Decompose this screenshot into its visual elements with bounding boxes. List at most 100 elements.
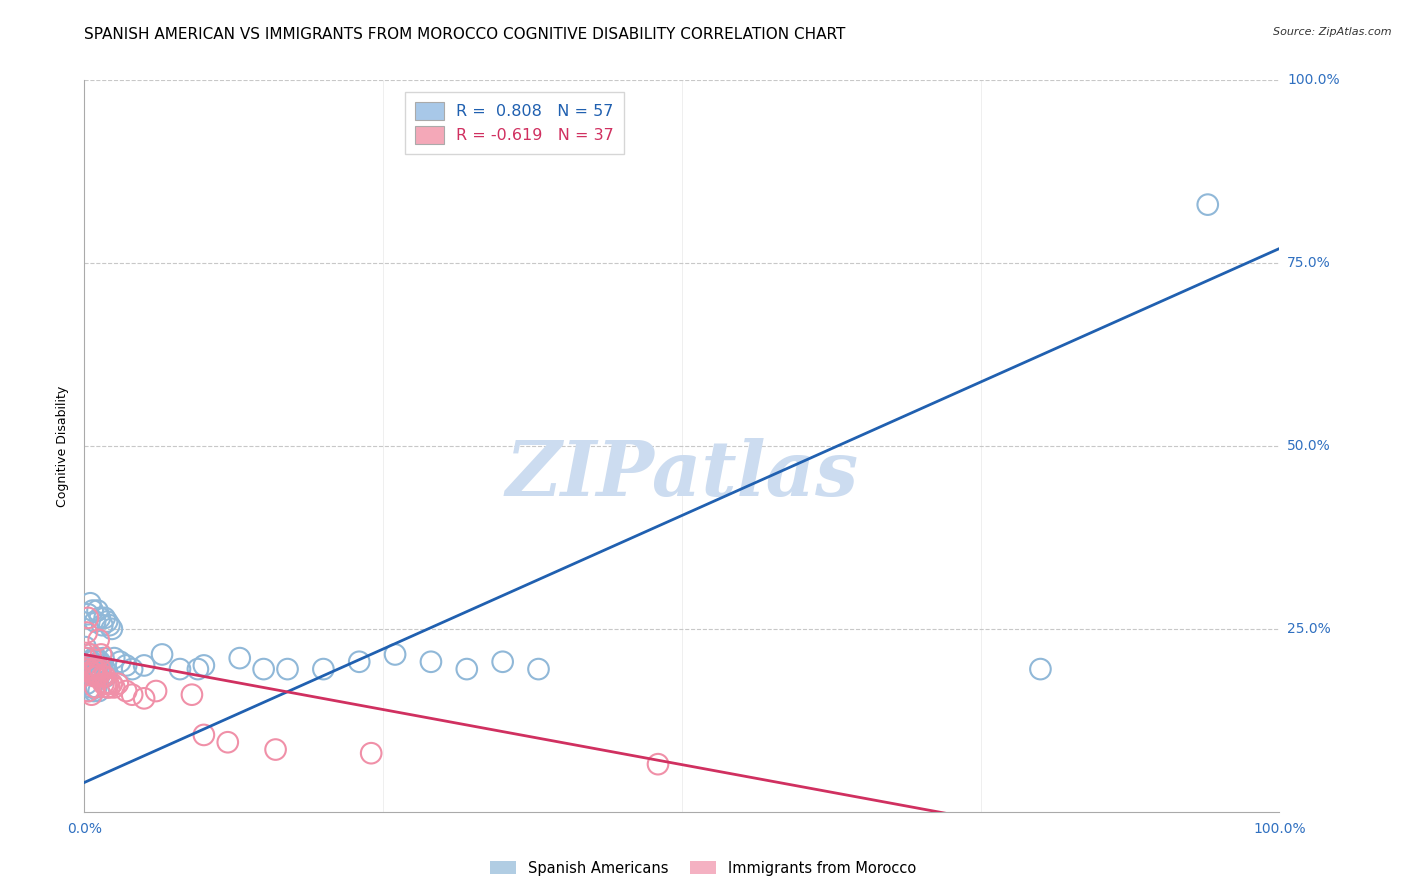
- Point: [77, 684, 100, 698]
- Point: [76, 676, 98, 690]
- Point: [217, 735, 239, 749]
- Point: [180, 688, 202, 702]
- Point: [86, 662, 108, 676]
- Point: [145, 684, 167, 698]
- Point: [80, 658, 103, 673]
- Text: ZIPatlas: ZIPatlas: [505, 438, 859, 512]
- Point: [187, 662, 209, 676]
- Point: [87, 669, 110, 683]
- Legend: Spanish Americans, Immigrants from Morocco: Spanish Americans, Immigrants from Moroc…: [485, 856, 921, 880]
- Point: [419, 655, 441, 669]
- Point: [101, 622, 124, 636]
- Point: [169, 662, 191, 676]
- Point: [77, 665, 100, 680]
- Point: [456, 662, 478, 676]
- Point: [110, 655, 132, 669]
- Point: [94, 669, 117, 683]
- Point: [1197, 197, 1219, 211]
- Point: [87, 684, 110, 698]
- Text: 75.0%: 75.0%: [1288, 256, 1331, 270]
- Point: [527, 662, 550, 676]
- Point: [84, 662, 107, 676]
- Point: [89, 662, 111, 676]
- Point: [83, 662, 105, 676]
- Point: [492, 655, 515, 669]
- Point: [96, 615, 118, 629]
- Text: 25.0%: 25.0%: [1288, 622, 1331, 636]
- Legend: R =  0.808   N = 57, R = -0.619   N = 37: R = 0.808 N = 57, R = -0.619 N = 37: [405, 92, 624, 153]
- Point: [103, 681, 125, 695]
- Point: [93, 651, 115, 665]
- Point: [82, 662, 104, 676]
- Point: [77, 607, 100, 622]
- Point: [77, 662, 100, 676]
- Point: [82, 603, 104, 617]
- Point: [150, 648, 173, 662]
- Point: [80, 655, 103, 669]
- Point: [91, 669, 114, 683]
- Text: SPANISH AMERICAN VS IMMIGRANTS FROM MOROCCO COGNITIVE DISABILITY CORRELATION CHA: SPANISH AMERICAN VS IMMIGRANTS FROM MORO…: [84, 27, 846, 42]
- Point: [253, 662, 276, 676]
- Point: [93, 669, 115, 683]
- Point: [98, 618, 121, 632]
- Point: [115, 684, 138, 698]
- Text: Source: ZipAtlas.com: Source: ZipAtlas.com: [1274, 27, 1392, 37]
- Point: [384, 648, 406, 662]
- Point: [89, 655, 111, 669]
- Point: [89, 611, 111, 625]
- Point: [98, 681, 121, 695]
- Point: [193, 658, 215, 673]
- Point: [1029, 662, 1052, 676]
- Point: [91, 618, 114, 632]
- Point: [312, 662, 335, 676]
- Point: [79, 596, 101, 610]
- Point: [84, 681, 107, 695]
- Point: [77, 611, 100, 625]
- Point: [76, 651, 98, 665]
- Point: [132, 658, 156, 673]
- Point: [75, 640, 97, 655]
- Point: [79, 648, 101, 662]
- Point: [103, 651, 125, 665]
- Point: [264, 742, 287, 756]
- Point: [132, 691, 156, 706]
- Point: [121, 662, 143, 676]
- Point: [86, 669, 108, 683]
- Point: [80, 681, 103, 695]
- Point: [76, 625, 98, 640]
- Point: [101, 676, 124, 690]
- Point: [87, 632, 110, 647]
- Point: [121, 688, 143, 702]
- Point: [93, 676, 115, 690]
- Point: [107, 676, 129, 690]
- Point: [91, 658, 114, 673]
- Point: [84, 669, 107, 683]
- Point: [93, 611, 115, 625]
- Point: [90, 648, 112, 662]
- Point: [90, 665, 112, 680]
- Y-axis label: Cognitive Disability: Cognitive Disability: [56, 385, 69, 507]
- Point: [79, 648, 101, 662]
- Point: [360, 746, 382, 760]
- Text: 100.0%: 100.0%: [1288, 73, 1340, 87]
- Point: [647, 757, 669, 772]
- Point: [83, 684, 105, 698]
- Point: [82, 665, 104, 680]
- Point: [83, 651, 105, 665]
- Point: [193, 728, 215, 742]
- Point: [96, 665, 118, 680]
- Point: [86, 603, 108, 617]
- Point: [77, 658, 100, 673]
- Point: [228, 651, 252, 665]
- Point: [80, 688, 103, 702]
- Text: 50.0%: 50.0%: [1288, 439, 1331, 453]
- Point: [84, 651, 107, 665]
- Point: [96, 681, 118, 695]
- Point: [94, 676, 117, 690]
- Point: [276, 662, 298, 676]
- Point: [84, 681, 107, 695]
- Point: [75, 651, 97, 665]
- Point: [97, 676, 120, 690]
- Point: [115, 658, 138, 673]
- Point: [93, 662, 115, 676]
